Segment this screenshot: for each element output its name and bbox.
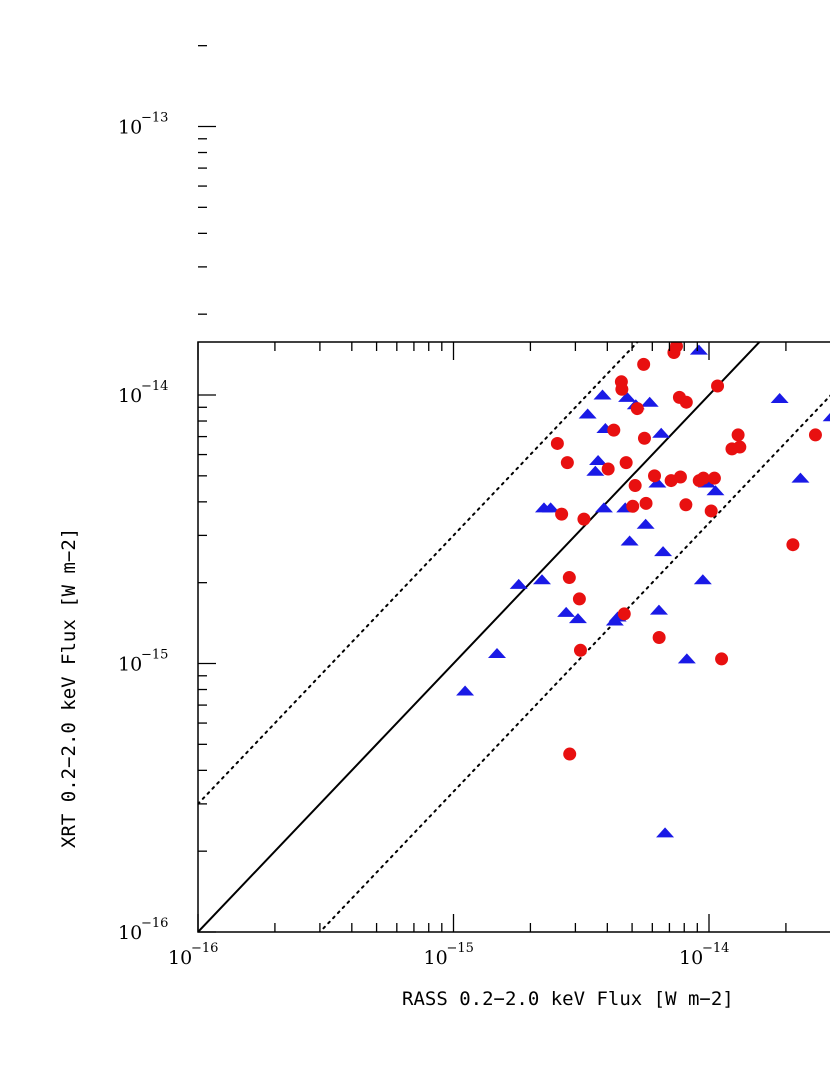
circle-point	[562, 571, 576, 585]
triangle-point	[649, 604, 668, 615]
circle-point	[696, 471, 710, 485]
circle-point	[679, 498, 693, 512]
y-tick-exponent: −14	[141, 379, 168, 394]
triangle-point	[652, 427, 671, 438]
circle-point	[707, 471, 721, 485]
circle-point	[648, 469, 662, 483]
circle-point	[704, 504, 718, 518]
circle-point	[808, 428, 822, 442]
circle-point	[747, 287, 760, 300]
circle-point	[733, 440, 747, 454]
triangle-point	[677, 653, 696, 664]
triangle-point	[541, 502, 560, 513]
triangle-point	[822, 413, 830, 422]
triangle-point	[509, 578, 528, 589]
triangle-point	[586, 321, 604, 331]
x-axis-label: RASS 0.2−2.0 keV Flux [W m−2]	[402, 988, 734, 1010]
triangle-point	[656, 827, 675, 838]
circle-point	[652, 630, 666, 644]
circle-point	[628, 479, 642, 493]
x-tick-label: 10	[424, 947, 448, 969]
x-tick-exponent: −16	[191, 941, 218, 956]
triangle-point	[488, 647, 507, 658]
circle-point	[669, 342, 683, 353]
circle-point	[550, 436, 564, 450]
circle-point	[711, 379, 725, 393]
circle-point	[786, 538, 800, 552]
circle-point	[615, 382, 629, 396]
circle-point	[821, 213, 830, 226]
data-points	[456, 161, 830, 838]
dotted-bound-line	[318, 394, 830, 932]
triangle-point	[648, 477, 667, 488]
x-tick-label: 10	[679, 947, 703, 969]
circle-point	[637, 431, 651, 445]
circle-point	[560, 456, 574, 470]
x-tick-exponent: −15	[447, 941, 474, 956]
y-axis-label: XRT 0.2−2.0 keV Flux [W m−2]	[58, 528, 80, 848]
circle-point	[617, 607, 631, 621]
triangle-point	[578, 408, 597, 419]
triangle-point	[770, 393, 789, 404]
circle-point	[639, 496, 653, 510]
circle-point	[577, 512, 591, 526]
triangle-point	[791, 472, 810, 483]
triangle-point	[693, 574, 712, 585]
circle-point	[637, 357, 651, 371]
triangle-point	[589, 455, 608, 466]
plot-frame	[197, 45, 830, 933]
circle-point	[731, 428, 745, 442]
y-tick-exponent: −15	[141, 648, 168, 663]
circle-point	[572, 592, 586, 606]
circle-point	[626, 499, 640, 513]
one-to-one-line	[198, 342, 761, 932]
triangle-point	[640, 396, 659, 407]
circle-point	[630, 402, 644, 416]
triangle-point	[620, 535, 639, 546]
triangle-point	[568, 613, 587, 624]
y-tick-label: 10	[118, 654, 142, 676]
triangle-point	[654, 546, 673, 557]
y-tick-label: 10	[118, 117, 142, 139]
triangle-point	[594, 502, 613, 513]
triangle-point	[557, 606, 576, 617]
y-tick-label: 10	[118, 922, 142, 944]
triangle-point	[586, 465, 605, 476]
circle-point	[555, 507, 569, 521]
circle-point	[673, 470, 687, 484]
triangle-point	[636, 518, 655, 529]
triangle-point	[706, 485, 725, 496]
triangle-point	[618, 391, 637, 402]
x-tick-label: 10	[168, 947, 192, 969]
circle-point	[715, 652, 729, 666]
y-tick-exponent: −16	[141, 916, 168, 931]
y-tick-exponent: −13	[141, 111, 168, 126]
plot-border	[197, 341, 830, 933]
circle-point	[601, 462, 615, 476]
triangle-point	[729, 328, 747, 338]
triangle-point	[456, 685, 475, 696]
circle-point	[679, 395, 693, 409]
circle-point	[619, 456, 633, 470]
triangle-point	[532, 574, 551, 585]
reference-lines	[198, 342, 830, 932]
y-tick-label: 10	[118, 385, 142, 407]
circle-point	[801, 300, 814, 313]
triangle-point	[593, 389, 612, 400]
x-tick-exponent: −14	[702, 941, 729, 956]
circle-point	[563, 747, 577, 761]
triangle-point	[765, 263, 783, 273]
triangle-point	[689, 344, 708, 355]
triangle-point	[688, 161, 706, 171]
circle-point	[573, 643, 587, 657]
dotted-bound-line	[198, 342, 639, 805]
circle-point	[607, 423, 621, 437]
